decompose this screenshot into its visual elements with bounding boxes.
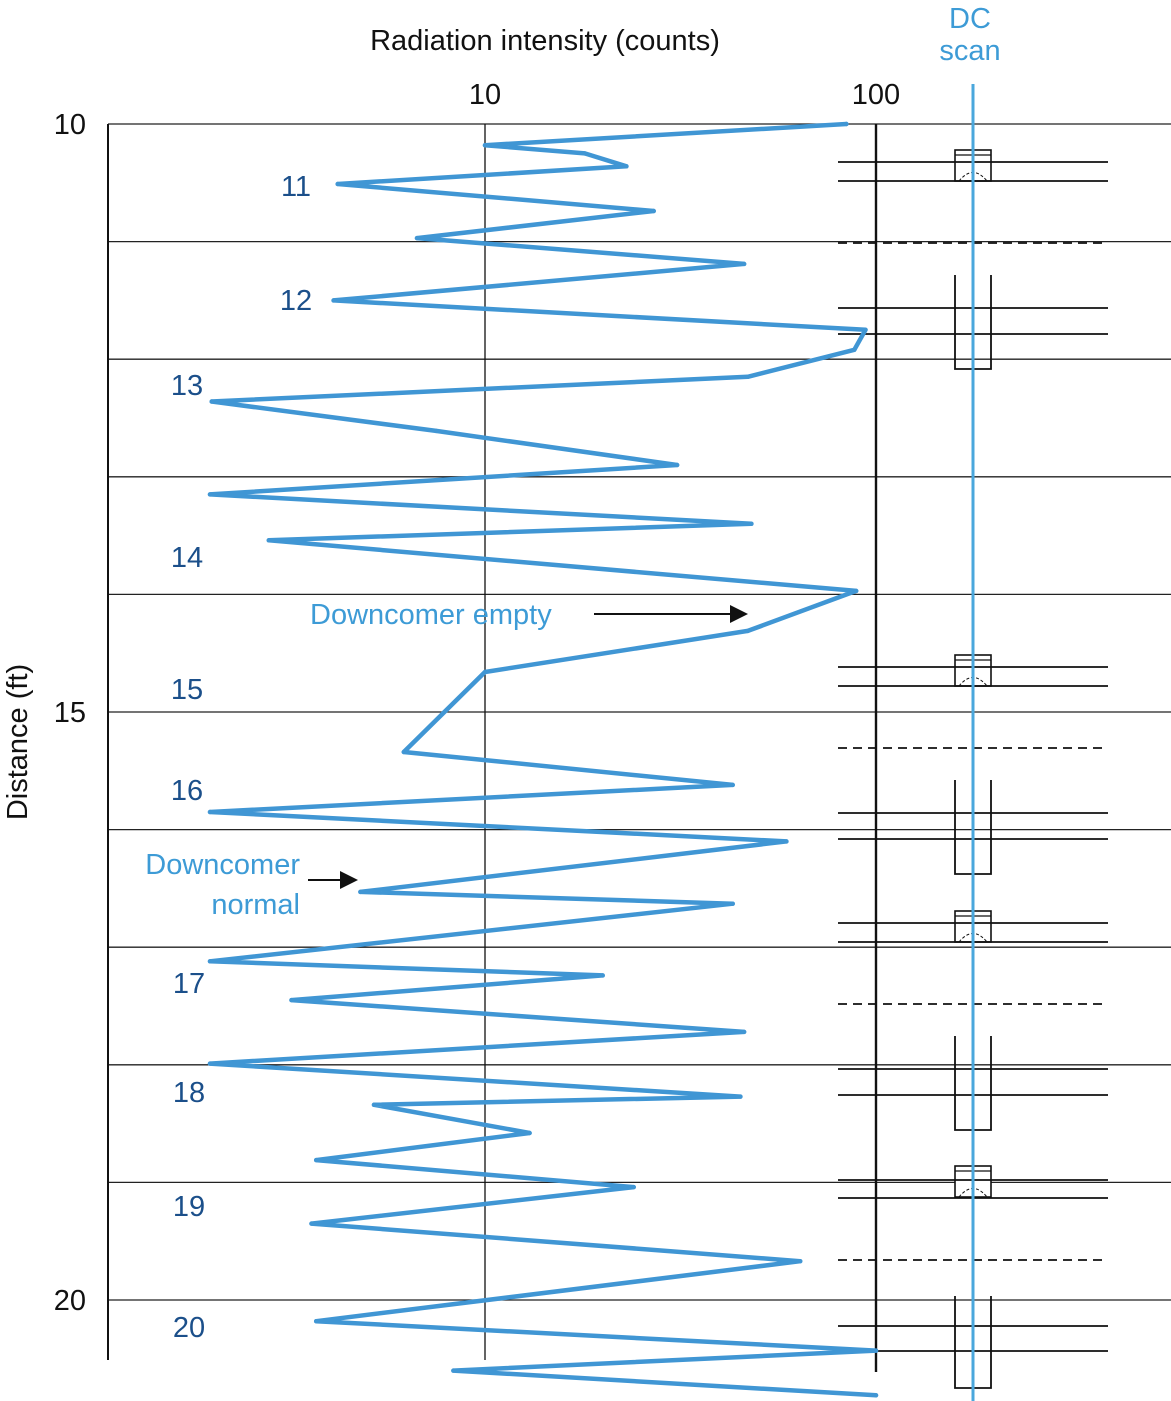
y-axis-label: Distance (ft): [2, 664, 34, 820]
tray-label: 13: [171, 370, 203, 402]
series-point: [844, 121, 849, 127]
series: [207, 121, 879, 1398]
tray-label: 14: [171, 542, 203, 574]
tray-label: 17: [173, 968, 205, 1000]
tray-label: 11: [281, 171, 311, 203]
series-point: [730, 901, 735, 906]
series-point: [401, 749, 406, 755]
series-point: [863, 327, 868, 332]
series-point: [784, 839, 789, 844]
series-point: [873, 1393, 879, 1398]
series-point: [358, 889, 363, 895]
tray-label: 18: [173, 1077, 205, 1109]
tray-schematic: [838, 84, 1108, 1401]
tray-label: 16: [171, 775, 203, 807]
series-point: [873, 1348, 879, 1353]
series-point: [631, 1184, 636, 1190]
series-point: [414, 235, 420, 241]
series-point: [745, 374, 750, 379]
labels: Radiation intensity (counts) Distance (f…: [2, 3, 1001, 1344]
annotation-normal: normal: [211, 889, 300, 921]
annotation-normal: Downcomer: [145, 849, 300, 881]
series-point: [582, 151, 587, 156]
series-point: [745, 628, 750, 634]
series-point: [309, 1221, 314, 1226]
tray-label: 12: [280, 285, 312, 317]
series-point: [451, 1368, 456, 1373]
series-point: [289, 997, 294, 1003]
x-tick-label: 10: [469, 79, 501, 111]
annotation-empty: Downcomer empty: [310, 599, 552, 631]
series-point: [651, 208, 656, 214]
series-point: [600, 973, 605, 978]
series-point: [674, 462, 680, 468]
series-point: [331, 298, 336, 303]
series-point: [207, 809, 213, 815]
series-point: [527, 1130, 532, 1136]
series-point: [314, 1319, 319, 1324]
series-point: [207, 1061, 213, 1066]
series-point: [335, 181, 340, 187]
y-tick-label: 10: [54, 109, 86, 141]
series-point: [741, 1029, 747, 1035]
series-point: [854, 588, 859, 594]
series-point: [741, 261, 747, 267]
series-point: [738, 1094, 743, 1099]
series-point: [207, 492, 213, 497]
scan-label: DC: [949, 3, 991, 35]
series-point: [749, 521, 754, 526]
series-point: [209, 399, 214, 404]
series-point: [266, 538, 271, 543]
series-point: [482, 143, 488, 148]
series-point: [433, 428, 439, 434]
series-point: [482, 669, 488, 675]
series-point: [852, 347, 857, 352]
annotation-arrowhead: [340, 871, 358, 889]
series-point: [798, 1259, 803, 1264]
series-point: [314, 1157, 319, 1163]
series-point: [371, 1102, 377, 1108]
annotation-arrowhead: [730, 605, 748, 623]
x-axis-label: Radiation intensity (counts): [370, 25, 720, 57]
y-tick-label: 15: [54, 697, 86, 729]
tray-label: 20: [173, 1312, 205, 1344]
series-point: [624, 164, 629, 169]
y-tick-label: 20: [54, 1285, 86, 1317]
tray-label: 19: [173, 1191, 205, 1223]
x-tick-label: 100: [852, 79, 900, 111]
series-point: [730, 782, 735, 788]
series-point: [207, 959, 213, 964]
tray-label: 15: [171, 674, 203, 706]
scan-label: scan: [939, 35, 1000, 67]
